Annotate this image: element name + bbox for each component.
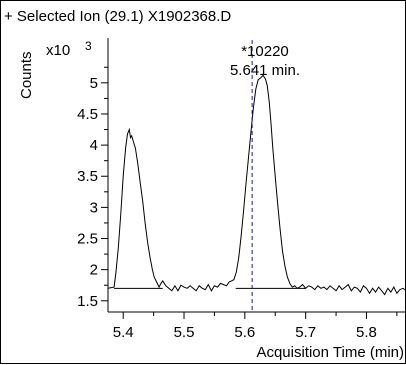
y-tick-label: 5 — [90, 75, 98, 92]
y-tick-label: 4 — [90, 137, 98, 154]
y-tick-label: 2 — [90, 262, 98, 279]
x-tick-label: 5.4 — [113, 324, 134, 341]
chart-title: + Selected Ion (29.1) X1902368.D — [4, 8, 231, 25]
y-multiplier-exponent: 3 — [85, 39, 92, 53]
chromatogram-trace — [107, 74, 406, 296]
peak-annotation-time: 5.641 min. — [230, 62, 300, 79]
y-axis-label: Counts — [18, 51, 35, 99]
x-tick-label: 5.6 — [234, 324, 255, 341]
y-tick-label: 2.5 — [77, 231, 98, 248]
x-tick-label: 5.8 — [356, 324, 377, 341]
y-tick-label: 3 — [90, 199, 98, 216]
x-tick-label: 5.7 — [295, 324, 316, 341]
y-tick-label: 1.5 — [77, 293, 98, 310]
y-tick-label: 3.5 — [77, 168, 98, 185]
x-tick-label: 5.5 — [174, 324, 195, 341]
y-tick-label: 4.5 — [77, 106, 98, 123]
x-axis-label: Acquisition Time (min) — [256, 344, 404, 361]
y-multiplier-label: x10 — [46, 42, 70, 59]
peak-annotation-id: *10220 — [241, 43, 289, 60]
